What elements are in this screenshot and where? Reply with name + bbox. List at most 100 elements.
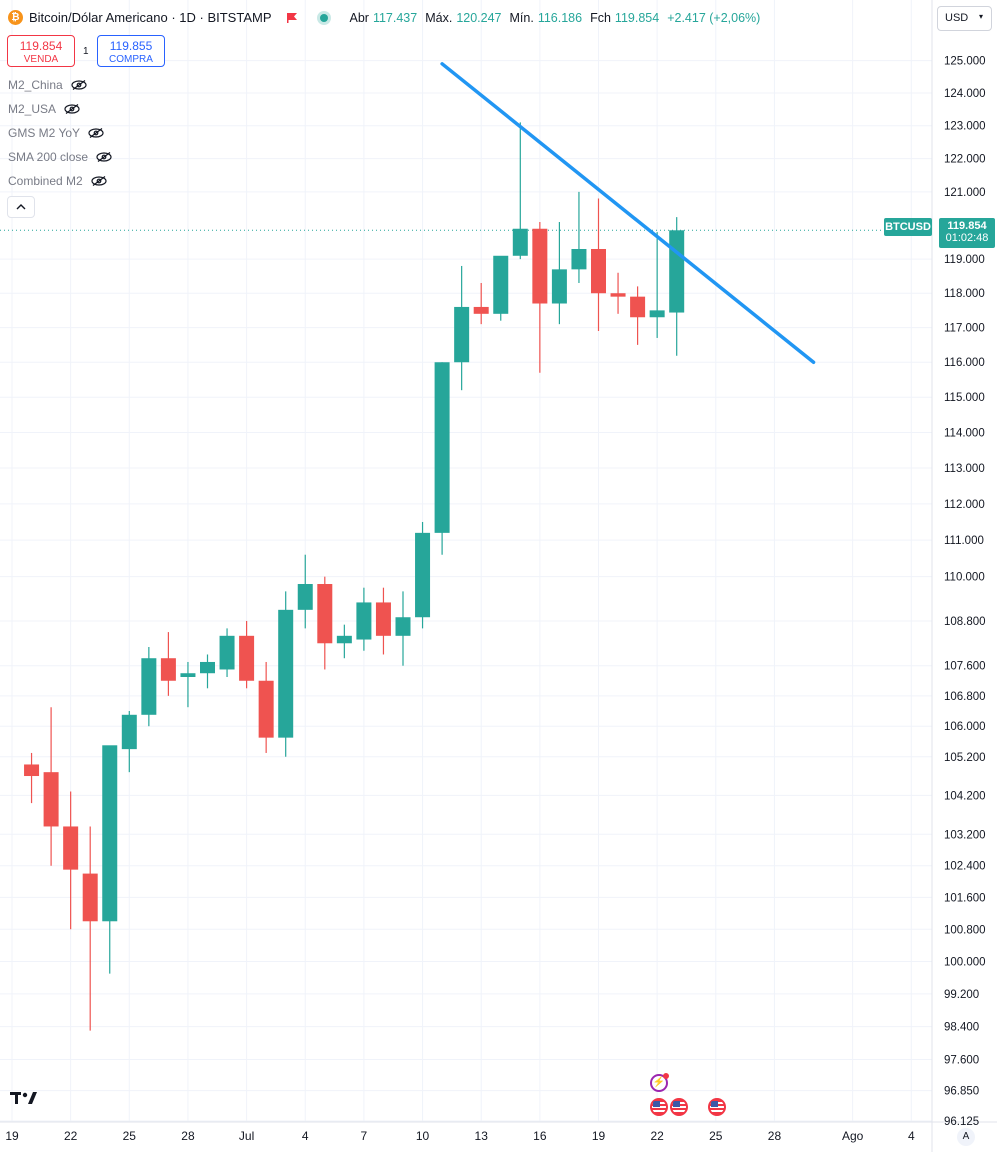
price-tick-label: 97.600 (944, 1055, 979, 1067)
candle-body (239, 635, 255, 681)
price-tick-label: 113.000 (944, 463, 985, 475)
hidden-eye-icon[interactable] (88, 128, 104, 138)
candle[interactable] (258, 661, 274, 753)
time-tick-label: Ago (842, 1129, 864, 1143)
candle[interactable] (219, 628, 235, 677)
candle[interactable] (669, 217, 685, 356)
time-tick-label: 28 (768, 1129, 782, 1143)
candle[interactable] (375, 587, 391, 655)
hidden-eye-icon[interactable] (64, 104, 80, 114)
candle[interactable] (473, 282, 489, 325)
indicator-label: Combined M2 (8, 174, 83, 188)
candle[interactable] (43, 707, 59, 866)
time-tick-label: 4 (302, 1129, 309, 1143)
candle-body (180, 673, 196, 677)
candle[interactable] (121, 710, 137, 773)
candle-body (512, 228, 528, 256)
candle[interactable] (610, 272, 626, 314)
symbol-title[interactable]: Bitcoin/Dólar Americano · 1D · BITSTAMP (29, 10, 272, 25)
indicator-label: M2_China (8, 78, 63, 92)
price-tick-label: 100.800 (944, 924, 986, 936)
candle[interactable] (317, 576, 333, 670)
price-tick-label: 124.000 (944, 88, 986, 100)
candle[interactable] (395, 591, 411, 666)
time-tick-label: 7 (361, 1129, 368, 1143)
price-tick-label: 107.600 (944, 661, 986, 673)
candle[interactable] (24, 752, 40, 804)
candle[interactable] (180, 661, 196, 708)
chevron-down-icon: ▾ (978, 12, 983, 21)
indicator-m2-usa[interactable]: M2_USA (8, 102, 80, 116)
candle[interactable] (415, 521, 431, 629)
candle-body (551, 269, 567, 304)
candle[interactable] (239, 620, 255, 689)
time-tick-label: 22 (650, 1129, 664, 1143)
ohlc-legend: Abr 117.437 Máx. 120.247 Mín. 116.186 Fch 11… (350, 11, 765, 25)
hidden-eye-icon[interactable] (96, 152, 112, 162)
candle[interactable] (591, 198, 606, 332)
candle[interactable] (356, 587, 372, 651)
candle-body (336, 635, 352, 644)
candle[interactable] (571, 191, 587, 283)
price-tick-label: 116.000 (944, 357, 985, 369)
us-flag-event-icon[interactable] (670, 1098, 688, 1116)
candle[interactable] (512, 122, 528, 260)
candle[interactable] (532, 222, 548, 373)
hidden-eye-icon[interactable] (71, 80, 87, 90)
tradingview-logo-icon[interactable] (10, 1090, 42, 1111)
bitcoin-logo-icon: ₿ (8, 10, 23, 25)
candle[interactable] (649, 232, 665, 338)
time-axis[interactable]: 19 22 25 28 Jul 4 7 10 13 16 19 22 25 28 Ago 4 (0, 1121, 997, 1143)
time-tick-label: 10 (416, 1129, 430, 1143)
candle-body (24, 764, 40, 777)
auto-scale-button[interactable]: A (957, 1128, 975, 1146)
indicator-m2-china[interactable]: M2_China (8, 78, 87, 92)
market-status-icon[interactable] (319, 13, 328, 22)
price-tick-label: 123.000 (944, 121, 986, 133)
flag-icon[interactable] (286, 12, 298, 24)
time-tick-label: 16 (533, 1129, 547, 1143)
change-value: +2.417 (+2,06%) (667, 10, 761, 25)
candle[interactable] (278, 591, 294, 757)
time-tick-label: 25 (709, 1129, 723, 1143)
candle[interactable] (102, 745, 118, 974)
currency-select[interactable]: USD ▾ (937, 6, 992, 31)
collapse-legend-button[interactable] (7, 196, 35, 218)
candle[interactable] (141, 647, 157, 727)
candle[interactable] (200, 654, 215, 689)
close-label: Fch (590, 10, 611, 25)
indicator-gms-m2-yoy[interactable]: GMS M2 YoY (8, 126, 104, 140)
us-flag-event-icon[interactable] (650, 1098, 668, 1116)
candle[interactable] (551, 222, 567, 325)
high-value: 120.247 (456, 10, 502, 25)
candle[interactable] (63, 791, 79, 930)
last-price-tag: 119.854 01:02:48 (939, 218, 995, 248)
candle[interactable] (454, 265, 470, 391)
bolt-event-icon[interactable]: ⚡ (650, 1073, 669, 1092)
trendline[interactable] (440, 62, 816, 364)
buy-button[interactable]: 119.855 COMPRA (97, 35, 165, 67)
hidden-eye-icon[interactable] (91, 176, 107, 186)
price-axis[interactable]: 125.000 124.000 123.000 122.000 121.000 119.0… (931, 0, 986, 1152)
candle[interactable] (630, 286, 646, 345)
candle[interactable] (160, 632, 176, 696)
chart-header: ₿ Bitcoin/Dólar Americano · 1D · BITSTAM… (8, 10, 764, 25)
candle-body (219, 635, 235, 670)
candle[interactable] (434, 362, 450, 555)
price-tick-label: 121.000 (944, 187, 986, 199)
candle[interactable] (82, 826, 98, 1031)
sell-button[interactable]: 119.854 VENDA (7, 35, 75, 67)
time-tick-label: 28 (181, 1129, 195, 1143)
us-flag-event-icon[interactable] (708, 1098, 726, 1116)
candle[interactable] (336, 624, 352, 659)
spread-value: 1 (83, 46, 89, 57)
indicator-combined-m2[interactable]: Combined M2 (8, 174, 107, 188)
candle[interactable] (493, 255, 509, 321)
candle[interactable] (297, 554, 313, 629)
candle-body (591, 248, 606, 294)
price-tick-label: 105.200 (944, 752, 986, 764)
price-tick-label: 118.000 (944, 288, 985, 300)
indicator-sma-200[interactable]: SMA 200 close (8, 150, 112, 164)
price-tick-label: 119.000 (944, 254, 985, 266)
